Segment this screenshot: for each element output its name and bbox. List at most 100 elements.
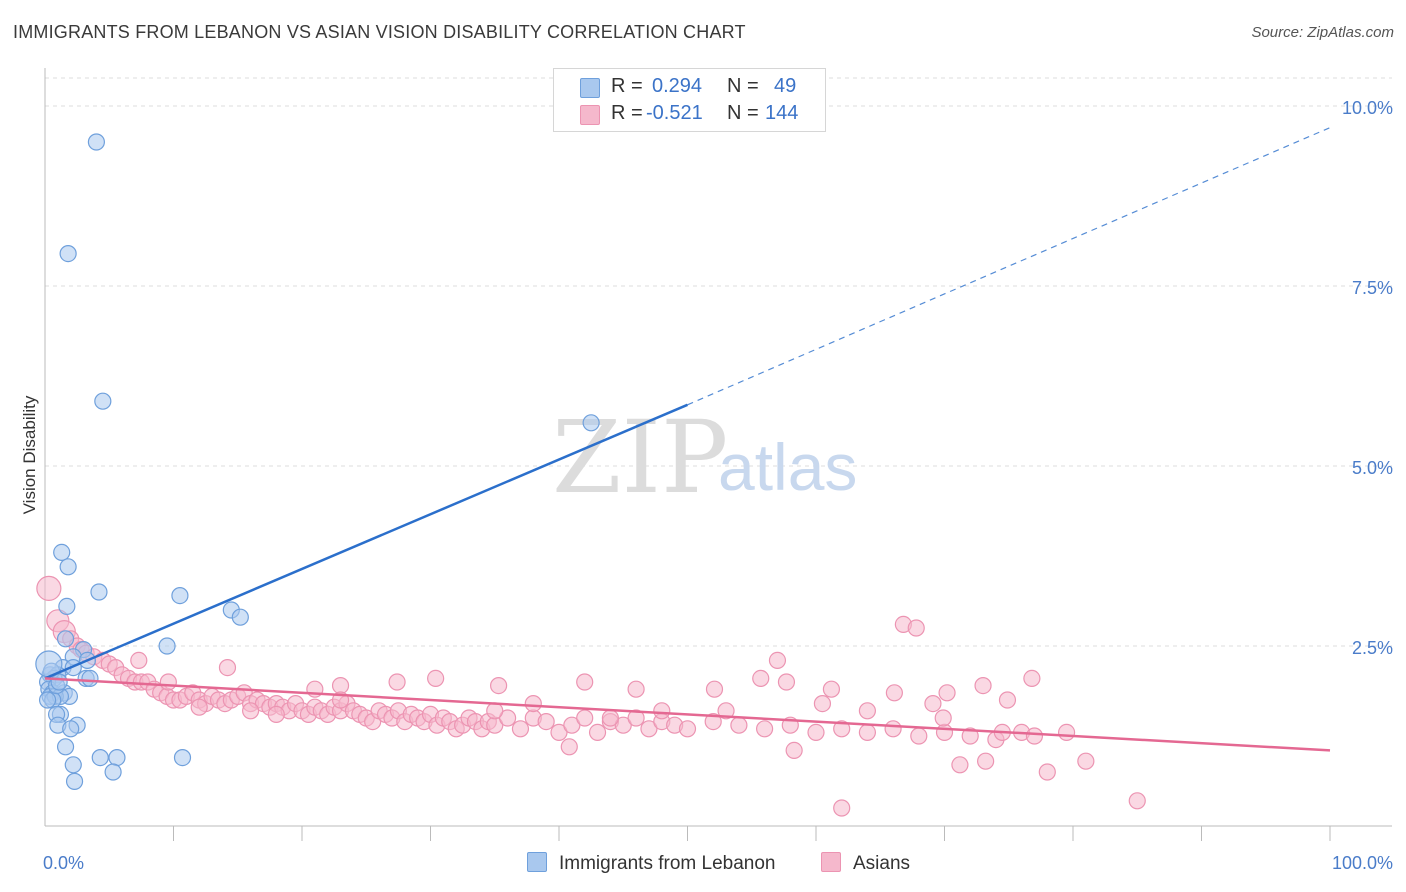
asians-point: [511, 720, 530, 738]
asians-point: [785, 741, 803, 760]
lebanon-point: [90, 583, 108, 601]
legend-n-label: N =: [727, 75, 759, 97]
asians-point: [653, 702, 671, 720]
lebanon-point: [104, 763, 122, 781]
lebanon-point: [38, 691, 57, 709]
asians-point: [717, 702, 735, 720]
asians-point: [974, 676, 992, 695]
asians-point: [627, 709, 645, 727]
series-asians-points: [36, 575, 1146, 817]
lebanon-point: [56, 738, 75, 756]
legend-label-lebanon: Immigrants from Lebanon: [559, 853, 776, 874]
asians-point: [705, 680, 724, 698]
asians-point: [560, 738, 578, 756]
watermark-atlas: atlas: [718, 430, 857, 504]
asians-point: [1025, 727, 1044, 745]
asians-point: [755, 720, 774, 738]
asians-point: [1128, 792, 1146, 810]
asians-point: [938, 684, 956, 702]
lebanon-point: [53, 543, 71, 562]
lebanon-point: [87, 133, 106, 151]
asians-point: [885, 684, 903, 702]
asians-point: [640, 720, 658, 738]
asians-point: [242, 702, 260, 720]
asians-point: [331, 676, 350, 695]
asians-trend-line: [44, 677, 1331, 752]
lebanon-point: [173, 748, 192, 767]
asians-point: [907, 619, 925, 637]
lebanon-point: [231, 608, 249, 626]
asians-point: [951, 756, 969, 774]
asians-point: [704, 712, 722, 731]
asians-point: [934, 709, 952, 727]
asians-point: [36, 575, 62, 602]
asians-point: [752, 669, 770, 688]
lebanon-point: [94, 392, 112, 410]
lebanon-point: [64, 756, 82, 774]
asians-point: [267, 705, 285, 724]
watermark-zip: ZIP: [552, 399, 728, 516]
asians-point: [524, 694, 542, 713]
asians-point: [627, 680, 645, 698]
lebanon-point: [171, 586, 189, 605]
asians-point: [537, 712, 555, 731]
asians-point: [614, 716, 632, 734]
asians-point: [563, 716, 581, 734]
asians-point: [977, 752, 995, 770]
y-tick-label: 5.0%: [1352, 458, 1393, 478]
asians-point: [218, 658, 237, 677]
legend-n-label: N =: [727, 102, 759, 124]
lebanon-point: [59, 558, 77, 576]
lebanon-point: [81, 669, 99, 688]
asians-point: [499, 709, 517, 727]
asians-point: [935, 723, 954, 742]
asians-point: [1023, 669, 1041, 688]
lebanon-point: [58, 597, 76, 616]
grid-layer: [45, 77, 1392, 647]
asians-point: [576, 673, 594, 691]
legend-label-asians: Asians: [853, 853, 911, 874]
lebanon-point: [62, 720, 80, 738]
legend-swatch-asians: [580, 105, 600, 125]
asians-point: [777, 673, 796, 691]
asians-point: [858, 723, 877, 742]
legend-n-value: 144: [765, 102, 799, 124]
asians-point: [961, 727, 979, 745]
x-tick-label: 0.0%: [43, 853, 84, 873]
legend-swatch-lebanon: [580, 78, 600, 98]
asians-point: [490, 676, 508, 695]
asians-point: [833, 720, 851, 738]
asians-point: [833, 799, 851, 817]
y-axis-label: Vision Disability: [20, 395, 39, 514]
lebanon-trend-extension: [687, 127, 1331, 406]
legend-item-asians[interactable]: Asians: [821, 852, 910, 875]
asians-point: [924, 694, 942, 713]
chart-title: IMMIGRANTS FROM LEBANON VS ASIAN VISION …: [13, 22, 746, 42]
lebanon-point: [158, 637, 176, 655]
legend-r-label: R =: [611, 102, 643, 124]
lebanon-point: [65, 772, 84, 790]
stats-legend: R = 0.294 N = 49 R = -0.521 N = 144: [553, 68, 826, 132]
asians-point: [576, 709, 594, 727]
asians-point: [858, 702, 877, 720]
tick-labels: 2.5% 5.0% 7.5% 10.0% 0.0% 100.0%: [43, 98, 1393, 873]
legend-r-label: R =: [611, 75, 643, 97]
legend-r-value: 0.294: [652, 75, 703, 97]
asians-point: [486, 702, 504, 720]
y-tick-label: 10.0%: [1342, 98, 1393, 118]
lebanon-trend-line: [44, 403, 688, 680]
asians-point: [678, 720, 697, 738]
watermark: ZIP atlas: [552, 399, 857, 516]
asians-point: [427, 669, 445, 688]
x-tick-label: 100.0%: [1332, 853, 1393, 873]
asians-point: [822, 680, 841, 698]
asians-point: [910, 727, 928, 745]
asians-point: [1077, 752, 1095, 770]
legend-r-value: -0.521: [646, 102, 703, 124]
asians-point: [190, 698, 208, 716]
series-lebanon-points: [35, 133, 600, 790]
asians-point: [730, 716, 748, 734]
legend-item-lebanon[interactable]: Immigrants from Lebanon: [527, 852, 776, 875]
source-label: Source: ZipAtlas.com: [1251, 24, 1394, 41]
